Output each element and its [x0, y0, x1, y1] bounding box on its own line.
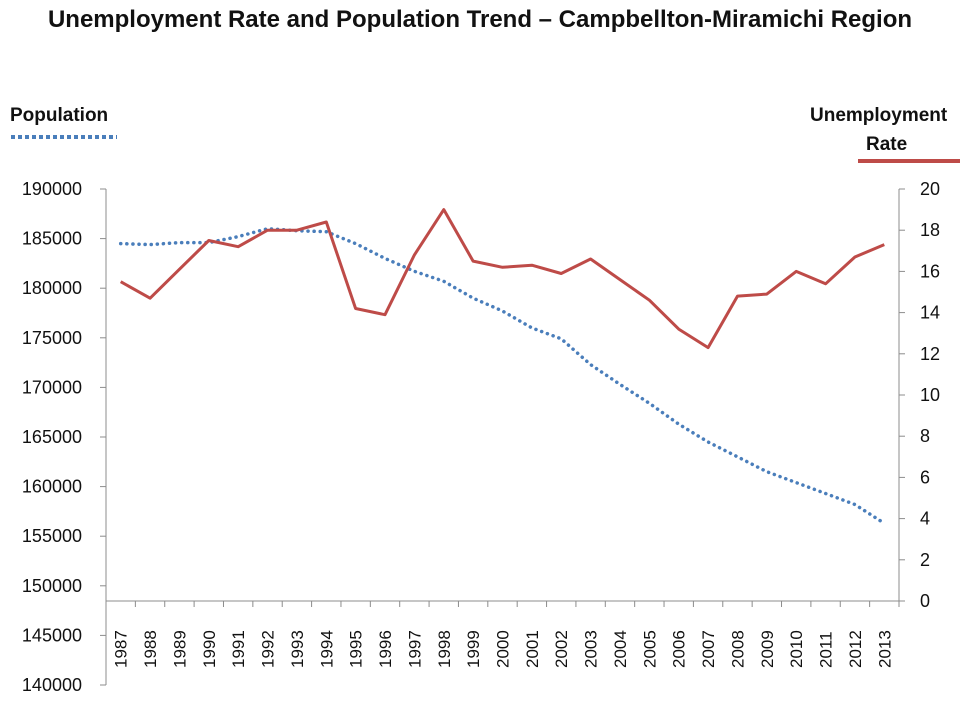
x-tick-label: 2000 [494, 630, 513, 668]
unemployment-series-line [119, 208, 885, 350]
x-tick-label: 2001 [523, 630, 542, 668]
x-tick-label: 1992 [259, 630, 278, 668]
x-tick-label: 1997 [405, 630, 424, 668]
x-tick-label: 2013 [875, 630, 894, 668]
x-tick-label: 2003 [582, 630, 601, 668]
chart-title: Unemployment Rate and Population Trend –… [47, 6, 913, 33]
x-tick-label: 2002 [552, 630, 571, 668]
x-tick-label: 1994 [317, 630, 336, 668]
x-tick-label: 1989 [170, 630, 189, 668]
x-tick-label: 2008 [728, 630, 747, 668]
left-y-tick-label: 185000 [22, 229, 82, 249]
population-series-line [118, 226, 887, 526]
x-tick-label: 1998 [435, 630, 454, 668]
right-y-tick-label: 4 [920, 509, 930, 529]
left-y-tick-label: 150000 [22, 576, 82, 596]
series-layer [118, 208, 887, 526]
right-axis-legend-label-line1: Unemployment [810, 105, 948, 126]
right-y-tick-label: 6 [920, 467, 930, 487]
left-y-tick-label: 140000 [22, 675, 82, 695]
x-tick-label: 1995 [347, 630, 366, 668]
x-tick-label: 2006 [670, 630, 689, 668]
left-y-tick-label: 160000 [22, 477, 82, 497]
x-tick-label: 2012 [846, 630, 865, 668]
right-y-tick-label: 16 [920, 261, 940, 281]
x-tick-label: 2004 [611, 630, 630, 668]
right-y-tick-label: 18 [920, 220, 940, 240]
x-tick-label: 1988 [141, 630, 160, 668]
right-y-tick-label: 14 [920, 303, 940, 323]
left-y-tick-label: 165000 [22, 427, 82, 447]
x-tick-label: 1990 [200, 630, 219, 668]
left-y-tick-label: 155000 [22, 526, 82, 546]
left-y-tick-label: 170000 [22, 377, 82, 397]
right-y-tick-label: 2 [920, 550, 930, 570]
right-axis-legend-label-line2: Rate [866, 134, 907, 155]
left-y-tick-label: 175000 [22, 328, 82, 348]
x-tick-label: 1999 [464, 630, 483, 668]
right-y-tick-label: 20 [920, 179, 940, 199]
left-axis-legend-label: Population [10, 105, 108, 126]
right-y-tick-label: 12 [920, 344, 940, 364]
x-tick-label: 1991 [229, 630, 248, 668]
x-tick-label: 2010 [787, 630, 806, 668]
x-tick-label: 2007 [699, 630, 718, 668]
x-tick-label: 2005 [640, 630, 659, 668]
left-y-tick-label: 180000 [22, 278, 82, 298]
right-y-tick-label: 10 [920, 385, 940, 405]
right-y-tick-label: 8 [920, 426, 930, 446]
x-tick-label: 1987 [112, 630, 131, 668]
right-y-tick-label: 0 [920, 591, 930, 611]
left-y-tick-label: 190000 [22, 179, 82, 199]
x-tick-label: 2009 [758, 630, 777, 668]
x-tick-label: 2011 [817, 631, 836, 668]
left-y-tick-label: 145000 [22, 625, 82, 645]
x-tick-label: 1993 [288, 630, 307, 668]
x-tick-label: 1996 [376, 630, 395, 668]
axes-layer: 190000 185000 180000 175000 170000 165000 1600… [22, 179, 940, 695]
